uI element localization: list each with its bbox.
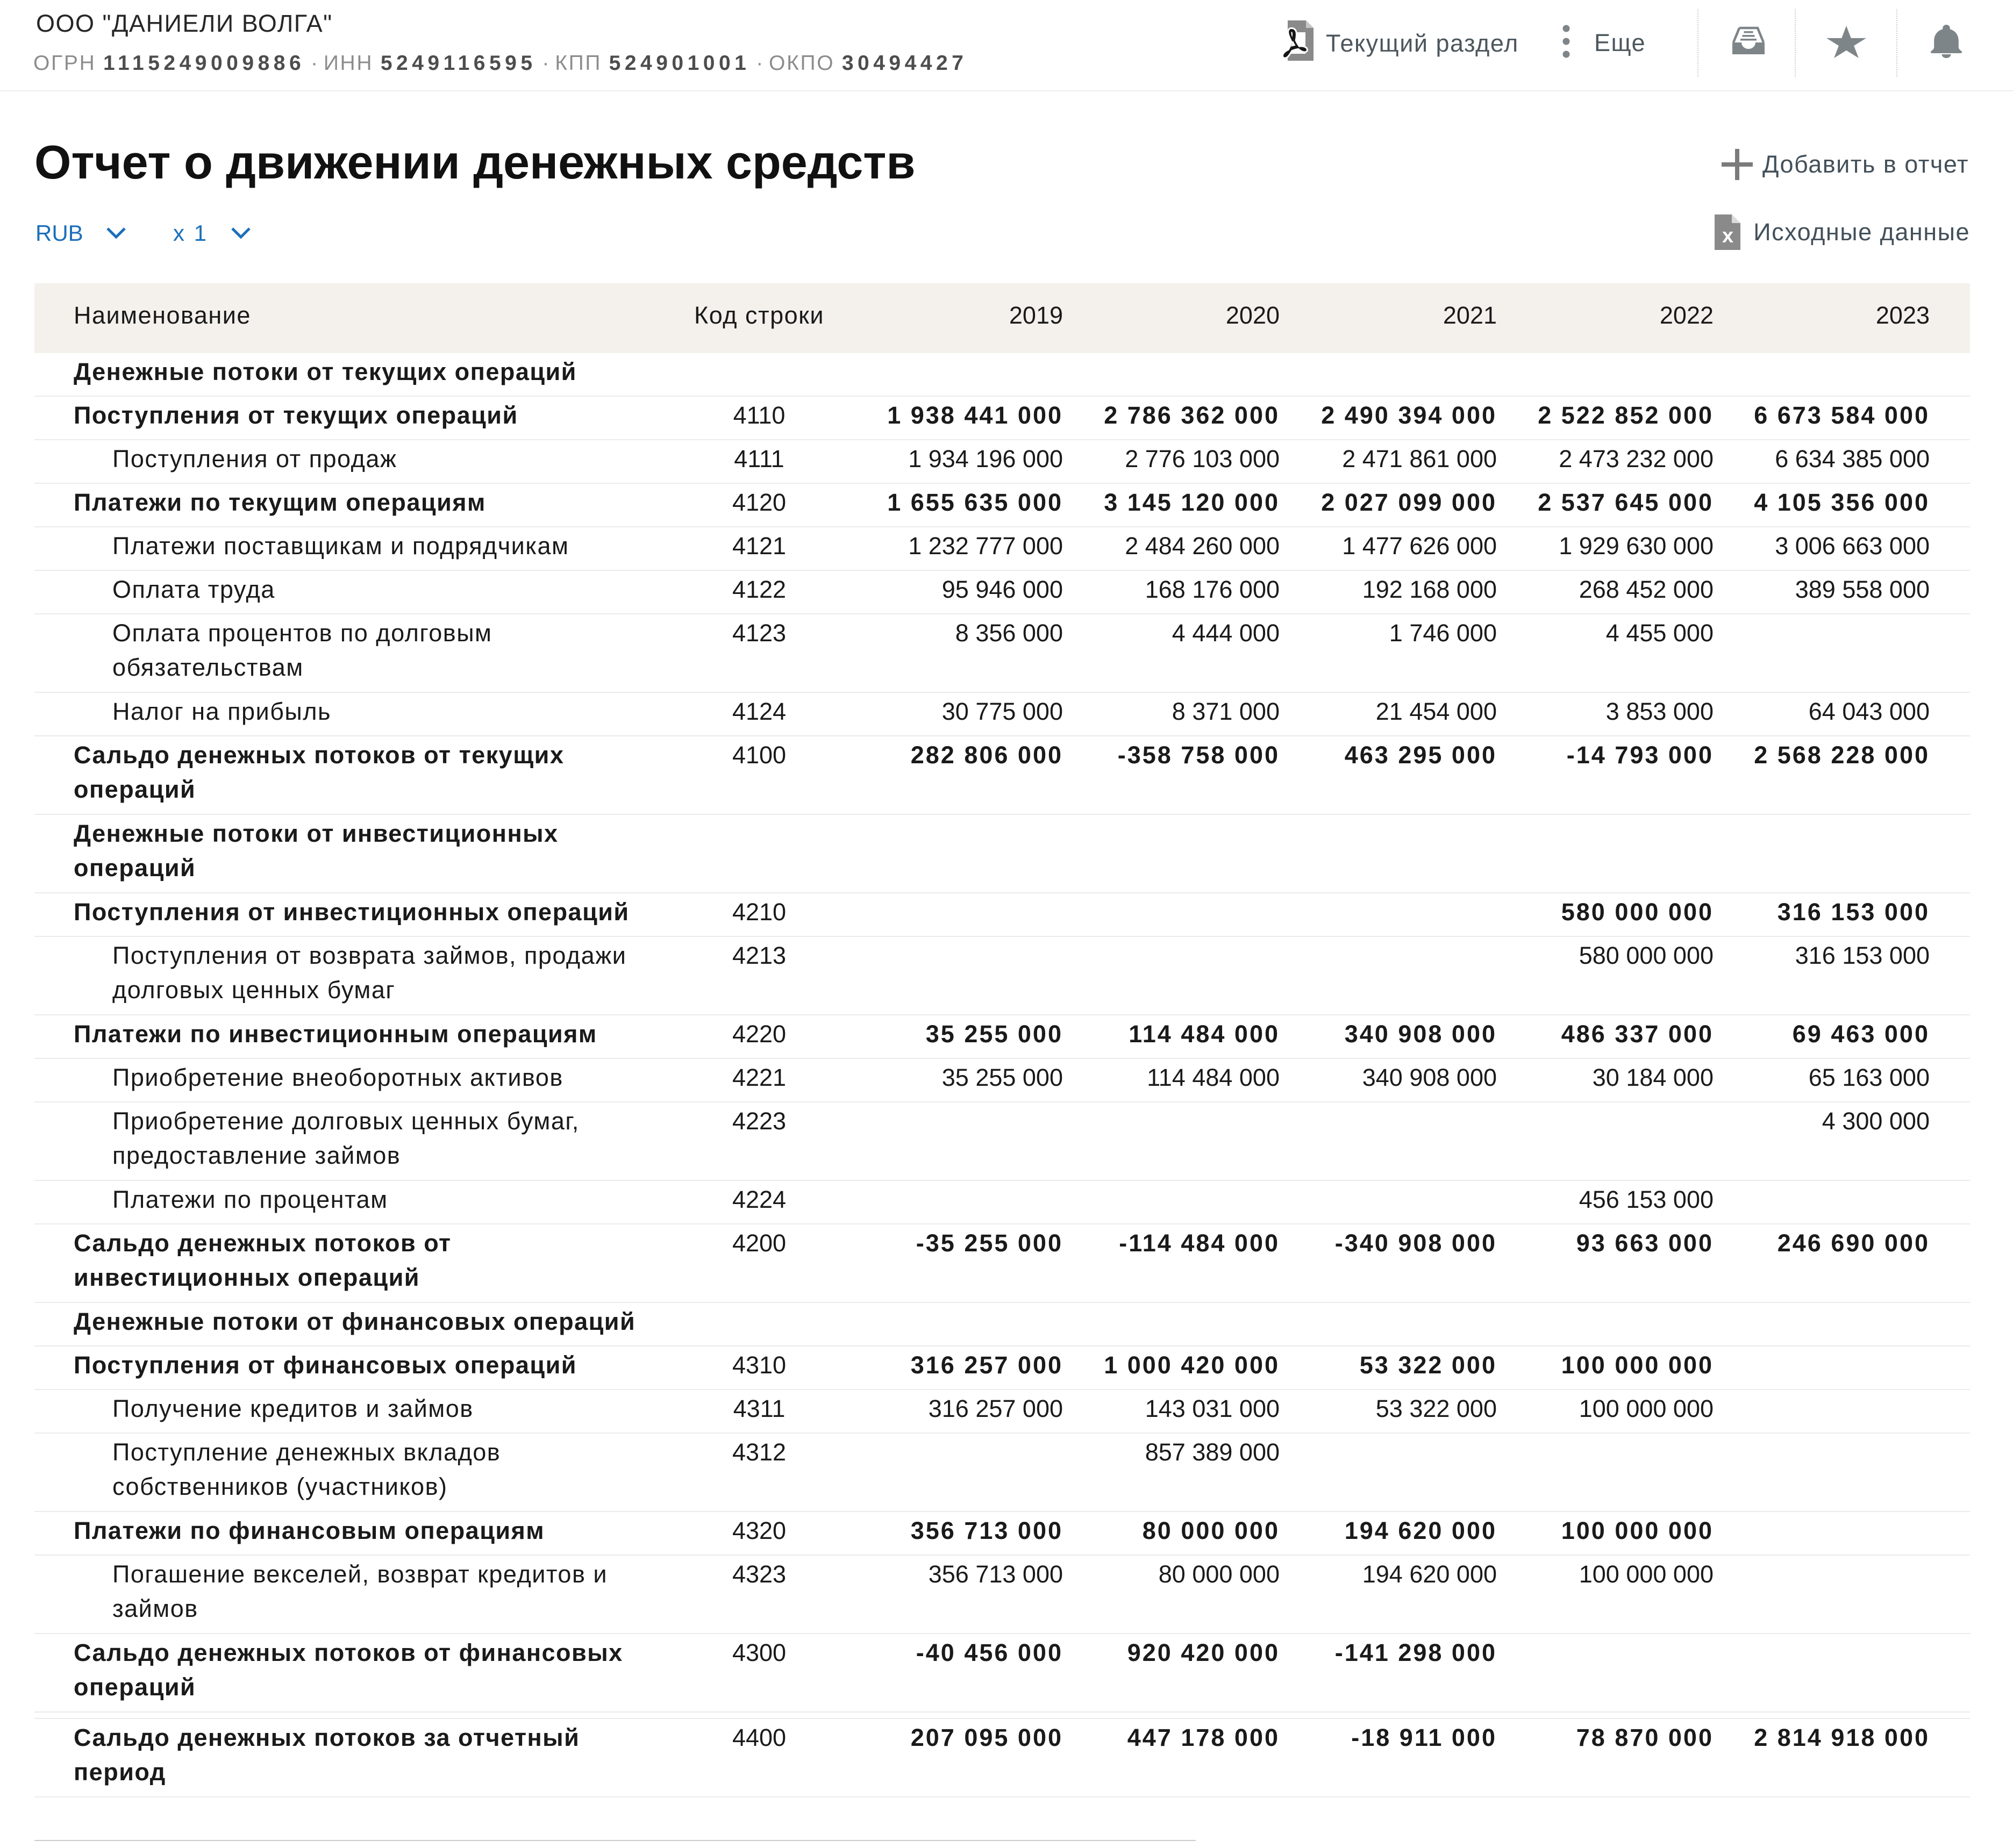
svg-text:x: x (1722, 225, 1734, 247)
